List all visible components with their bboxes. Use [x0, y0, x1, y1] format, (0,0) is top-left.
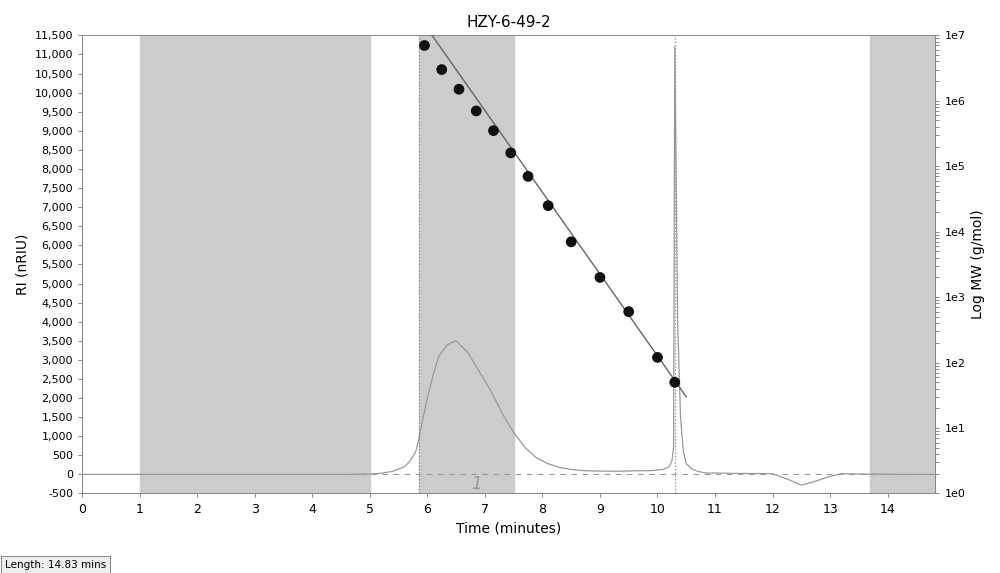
Point: [416, 41, 432, 50]
Point: [621, 307, 637, 316]
Bar: [419, 36, 514, 493]
Point: [520, 172, 536, 181]
Point: [451, 85, 467, 94]
Y-axis label: Log MW (g/mol): Log MW (g/mol): [971, 210, 985, 319]
Point: [468, 107, 484, 116]
Y-axis label: RI (nRIU): RI (nRIU): [15, 234, 29, 295]
Point: [563, 237, 579, 246]
Point: [667, 378, 683, 387]
Text: 1: 1: [471, 475, 482, 493]
Point: [592, 273, 608, 282]
Point: [486, 126, 502, 135]
Title: HZY-6-49-2: HZY-6-49-2: [466, 15, 551, 30]
Point: [434, 65, 450, 74]
X-axis label: Time (minutes): Time (minutes): [456, 521, 561, 535]
Bar: [140, 36, 370, 493]
Bar: [870, 36, 935, 493]
Point: [540, 201, 556, 210]
Point: [503, 148, 519, 158]
Point: [649, 353, 665, 362]
Text: Length: 14.83 mins: Length: 14.83 mins: [5, 560, 106, 570]
